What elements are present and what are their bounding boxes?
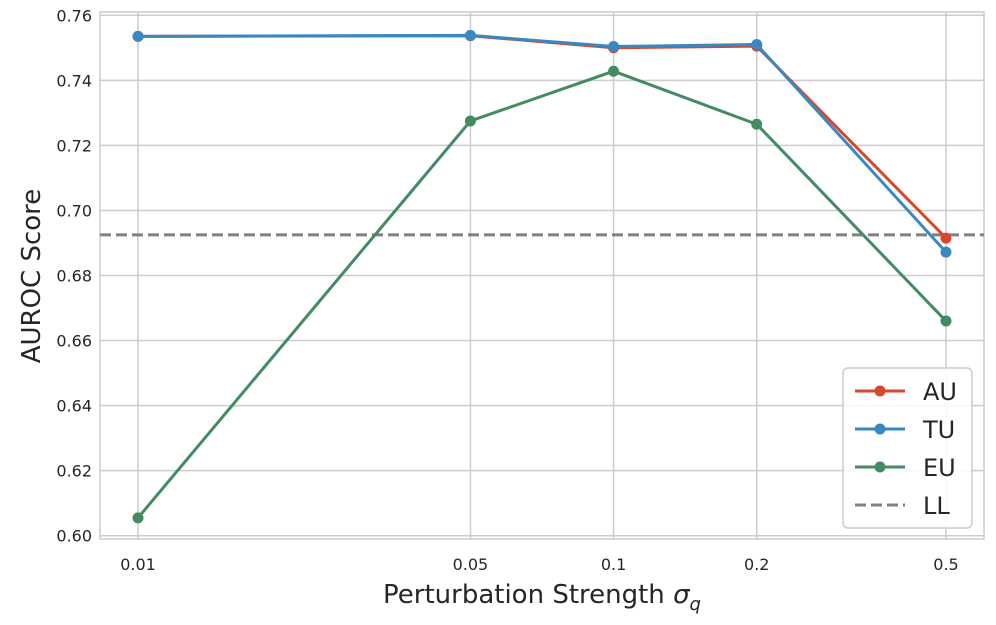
data-point [940,232,952,244]
legend-label: AU [923,378,957,406]
x-tick-label: 0.2 [744,555,769,574]
y-tick-label: 0.68 [56,267,92,286]
series-eu [132,65,952,524]
x-axis-label-text: Perturbation Strength [383,580,665,610]
data-point [464,29,476,41]
data-point [608,65,620,77]
x-tick-label: 0.1 [601,555,626,574]
x-tick-label: 0.01 [120,555,156,574]
y-axis-label: AUROC Score [17,189,47,364]
legend-label: LL [923,492,950,520]
y-tick-label: 0.66 [56,332,92,351]
series-group [132,29,952,524]
y-tick-label: 0.64 [56,397,92,416]
legend-entry-tu: TU [855,416,955,444]
legend-swatch-marker [874,461,886,473]
y-tick-label: 0.76 [56,6,92,25]
legend-label: EU [923,454,956,482]
x-tick-label: 0.05 [453,555,489,574]
legend-label: TU [922,416,955,444]
legend-entry-au: AU [855,378,957,406]
legend-swatch-marker [874,423,886,435]
data-point [751,118,763,130]
y-tick-label: 0.62 [56,462,92,481]
y-tick-labels: 0.60 0.62 0.64 0.66 0.68 0.70 0.72 0.74 0.76 [56,6,92,545]
y-tick-label: 0.72 [56,136,92,155]
x-tick-labels: 0.01 0.05 0.1 0.2 0.5 [120,555,959,574]
data-point [608,40,620,52]
data-point [464,115,476,127]
series-tu [132,29,952,258]
legend: AU TU EU LL [842,367,973,529]
data-point [940,315,952,327]
x-tick-label: 0.5 [933,555,958,574]
grid [100,12,984,539]
y-tick-label: 0.60 [56,527,92,546]
y-tick-label: 0.74 [56,71,92,90]
data-point [132,512,144,524]
data-point [751,39,763,51]
legend-frame [842,367,973,529]
y-tick-label: 0.70 [56,201,92,220]
x-axis-subscript: q [690,594,701,615]
legend-swatch-marker [874,385,886,397]
data-point [132,30,144,42]
legend-entry-ll: LL [855,492,950,520]
x-axis-label: Perturbation Strength σq [383,580,701,615]
x-axis-symbol: σ [673,580,691,610]
legend-entry-eu: EU [855,454,956,482]
data-point [940,246,952,258]
